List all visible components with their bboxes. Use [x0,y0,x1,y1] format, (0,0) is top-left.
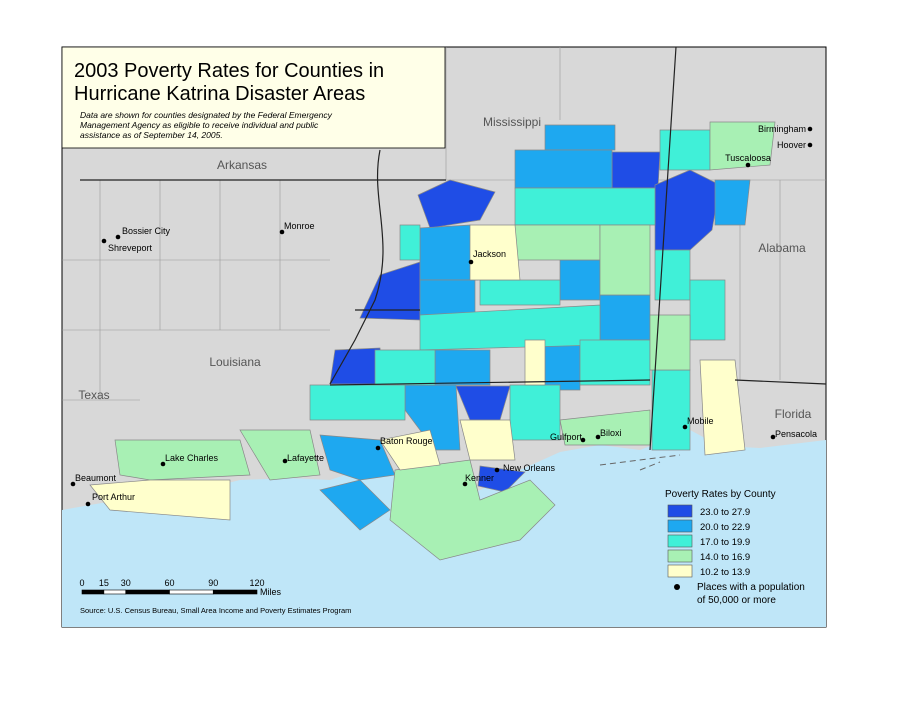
state-label: Alabama [758,241,806,255]
scale-segment [81,589,105,595]
legend: Poverty Rates by County Places with a po… [665,489,805,606]
place-label: Places with a population [697,582,805,593]
scale-label: 120 [249,578,264,588]
scale-label: 30 [121,578,131,588]
city-label: Jackson [473,249,506,259]
city-dot [468,259,474,265]
note-line: assistance as of September 14, 2005. [80,130,223,140]
city-label: Pensacola [775,429,817,439]
city-label: Lake Charles [165,453,219,463]
scale-label: 60 [164,578,174,588]
title-line: Hurricane Katrina Disaster Areas [74,83,365,105]
city-label: Tuscaloosa [725,153,771,163]
state-label: Louisiana [209,355,261,369]
legend-swatch [667,519,693,533]
legend-title: Poverty Rates by County [665,489,776,500]
city-dot [70,481,76,487]
city-label: Lafayette [287,453,324,463]
state-borders [80,46,827,451]
city-dot [807,142,813,148]
legend-label: 20.0 to 22.9 [700,522,750,533]
state-labels: Arkansas Mississippi Alabama Louisiana Texas… [78,115,811,421]
state-label: Texas [78,388,109,402]
legend-swatch [667,564,693,578]
city-label: Hoover [777,140,806,150]
counties [89,121,776,561]
city-dot [85,501,91,507]
scale-segment [125,589,170,595]
place-symbol [674,584,680,590]
legend-label: 17.0 to 19.9 [700,537,750,548]
legend-swatch [667,534,693,548]
city-dot [375,445,381,451]
state-label: Arkansas [217,158,267,172]
city-labels: Birmingham Hoover Tuscaloosa Bossier City Sh… [70,124,817,507]
city-dot [282,458,288,464]
city-dot [494,467,500,473]
scale-label: 15 [99,578,109,588]
note-line: Management Agency as eligible to receive… [80,120,319,130]
title-box [61,46,446,149]
city-dot [580,437,586,443]
city-dot [682,424,688,430]
state-label: Mississippi [483,115,541,129]
city-label: Mobile [687,416,714,426]
source: Source: U.S. Census Bureau, Small Area I… [80,606,351,615]
city-dot [160,461,166,467]
city-label: Biloxi [600,428,622,438]
city-dot [279,229,285,235]
city-dot [462,481,468,487]
city-label: Bossier City [122,226,171,236]
grid-counties [62,47,826,401]
barrier-islands [599,454,681,471]
city-dot [770,434,776,440]
city-dot [807,126,813,132]
city-label: Port Arthur [92,492,135,502]
note-line: Data are shown for counties designated b… [80,110,333,120]
scale-label: 90 [208,578,218,588]
city-dot [115,234,121,240]
city-label: Kenner [465,473,494,483]
city-label: Beaumont [75,473,117,483]
scale-unit: Miles [260,587,282,597]
title-line: 2003 Poverty Rates for Counties in [74,60,384,82]
legend-swatch [667,504,693,518]
legend-label: 14.0 to 16.9 [700,552,750,563]
city-dot [101,238,107,244]
city-label: New Orleans [503,463,556,473]
scale-segment [212,589,258,595]
legend-label: 23.0 to 27.9 [700,507,750,518]
legend-label: 10.2 to 13.9 [700,567,750,578]
city-label: Birmingham [758,124,806,134]
legend-swatch [667,549,693,563]
city-dot [595,434,601,440]
city-label: Shreveport [108,243,153,253]
city-label: Monroe [284,221,315,231]
scale-label: 0 [79,578,84,588]
city-label: Gulfport [550,432,583,442]
scale-segment [169,589,214,595]
place-label: of 50,000 or more [697,595,776,606]
city-dot [745,162,751,168]
scale-segment [103,589,127,595]
city-label: Baton Rouge [380,436,433,446]
state-label: Florida [775,407,812,421]
